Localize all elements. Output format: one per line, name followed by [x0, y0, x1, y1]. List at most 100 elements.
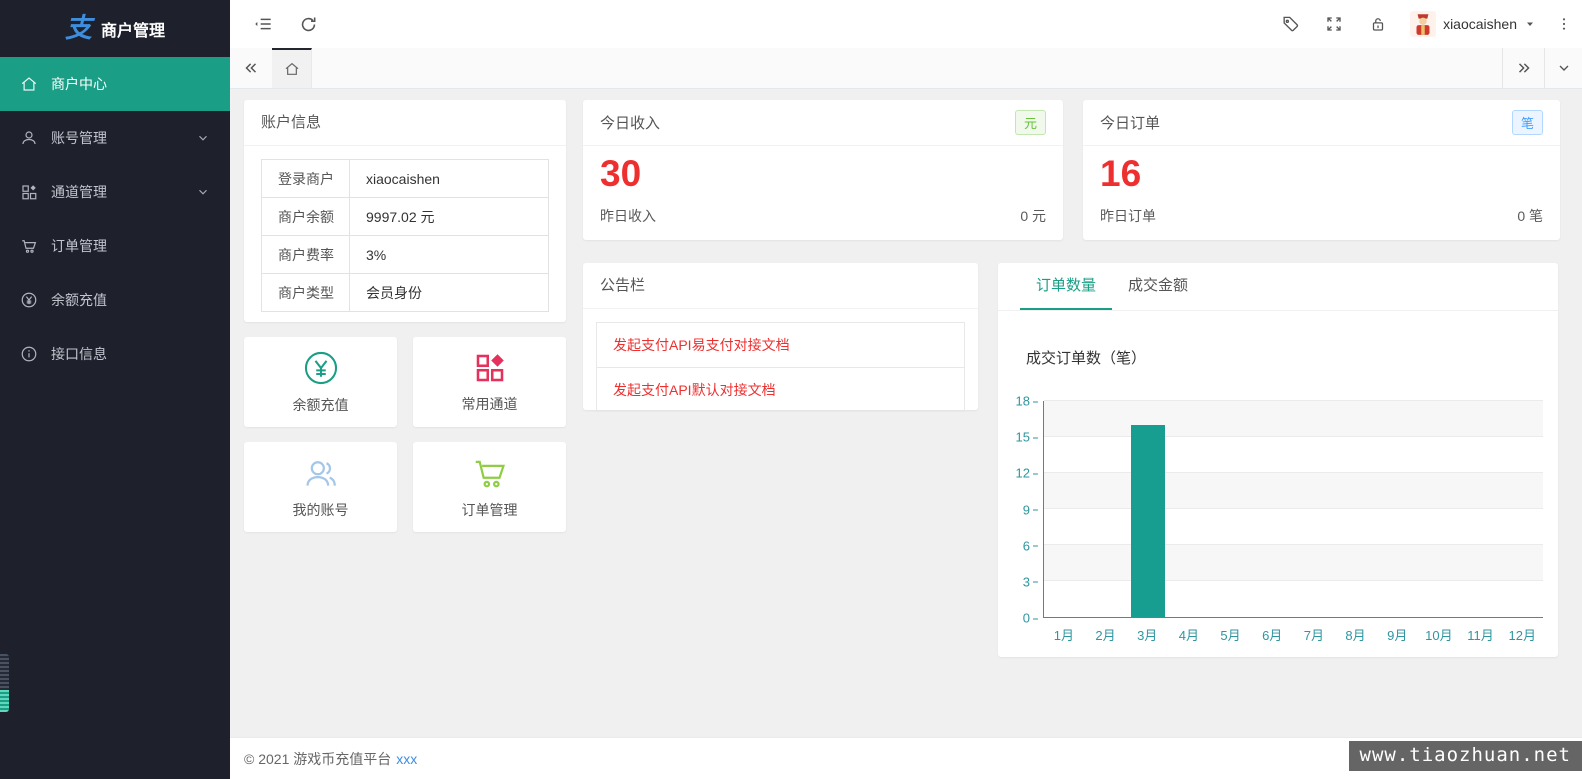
bar-3月 [1130, 425, 1165, 617]
row-value: 会员身份 [349, 273, 549, 312]
row-value: xiaocaishen [349, 159, 549, 198]
more-vertical-icon[interactable] [1546, 0, 1582, 48]
chart-band [1044, 401, 1543, 437]
sidebar-fold-icon[interactable] [242, 0, 286, 48]
avatar [1410, 11, 1437, 37]
table-row: 商户费率 3% [261, 235, 549, 274]
sidebar-item-label: 余额充值 [51, 292, 107, 308]
y-tick-label: 3 [1022, 574, 1039, 590]
x-tick-label: 9月 [1387, 628, 1408, 643]
x-tick-label: 8月 [1345, 628, 1366, 643]
yuan-circle-icon [304, 351, 337, 385]
lock-icon[interactable] [1356, 0, 1400, 48]
notice-board-card: 公告栏 发起支付API易支付对接文档 发起支付API默认对接文档 [583, 263, 978, 412]
table-row: 商户余额 9997.02 元 [261, 197, 549, 236]
stat-footer-value: 0 元 [1020, 207, 1046, 224]
copyright-text: © 2021 游戏币充值平台 [244, 750, 392, 767]
tag-icon[interactable] [1268, 0, 1312, 48]
shortcut-order-mgmt[interactable]: 订单管理 [413, 442, 566, 532]
sidebar-item-order-mgmt[interactable]: 订单管理 [0, 219, 230, 273]
app-logo[interactable]: 支 商户管理 [0, 0, 230, 57]
gridline [1044, 472, 1543, 474]
bar-slot [1169, 401, 1211, 617]
x-tick-label: 6月 [1262, 628, 1283, 643]
cart-icon [475, 460, 505, 488]
chart-card: 订单数量 成交金额 成交订单数（笔） 0 3 6 9 12 15 18 1月 2月 3月 4月 5月… [998, 263, 1558, 657]
x-tick-label: 4月 [1178, 628, 1199, 643]
tabs-scroll-right[interactable] [1502, 48, 1544, 88]
sidebar-item-channel-mgmt[interactable]: 通道管理 [0, 165, 230, 219]
gridline [1044, 400, 1543, 401]
tabs-dropdown-icon[interactable] [1544, 48, 1582, 88]
stat-footer-value: 0 笔 [1517, 207, 1543, 224]
stat-value: 16 [1100, 153, 1142, 194]
tab-bar [230, 48, 1582, 89]
row-label: 商户余额 [261, 197, 350, 236]
footer-link[interactable]: xxx [396, 750, 418, 767]
sidebar-item-balance-recharge[interactable]: 余额充值 [0, 273, 230, 327]
bar-slot [1460, 401, 1502, 617]
notice-list: 发起支付API易支付对接文档 发起支付API默认对接文档 [596, 322, 965, 412]
chart-band [1044, 473, 1543, 509]
bar-slot [1127, 401, 1169, 617]
table-row: 商户类型 会员身份 [261, 273, 549, 312]
unit-badge: 元 [1014, 110, 1046, 135]
tabs-scroll-left[interactable] [230, 48, 272, 88]
edge-scroll-widget[interactable] [0, 654, 9, 712]
top-header: xiaocaishen [230, 0, 1582, 48]
account-table: 登录商户 xiaocaishen 商户余额 9997.02 元 商户费率 3% … [261, 159, 549, 312]
home-icon [21, 77, 37, 91]
chart-plot [1043, 400, 1543, 618]
bar-slot [1044, 401, 1086, 617]
chevron-down-icon [199, 189, 207, 195]
stat-title: 今日收入 [600, 115, 661, 132]
grid-diamond-icon [476, 354, 504, 382]
chart-bars [1044, 401, 1543, 617]
y-tick-label: 9 [1022, 502, 1039, 517]
shortcut-balance-recharge[interactable]: 余额充值 [244, 337, 397, 427]
account-card-title: 账户信息 [244, 100, 566, 146]
x-tick-label: 5月 [1220, 628, 1241, 643]
y-tick-label: 0 [1022, 610, 1039, 626]
row-label: 商户费率 [261, 235, 350, 274]
y-tick-label: 12 [1015, 465, 1039, 481]
chart-band [1044, 545, 1543, 582]
row-label: 商户类型 [261, 273, 350, 312]
chart-title: 成交订单数（笔） [1026, 350, 1147, 367]
stat-footer-label: 昨日订单 [1100, 207, 1156, 224]
stat-title: 今日订单 [1100, 115, 1161, 132]
gridline [1044, 544, 1543, 546]
fullscreen-icon[interactable] [1312, 0, 1356, 48]
y-tick-label: 6 [1022, 538, 1039, 554]
sidebar-item-merchant-center[interactable]: 商户中心 [0, 57, 230, 111]
x-tick-label: 2月 [1095, 628, 1116, 643]
bar-slot [1501, 401, 1543, 617]
x-tick-label: 10月 [1425, 628, 1453, 643]
x-tick-label: 1月 [1053, 628, 1074, 643]
y-tick-label: 18 [1015, 393, 1039, 409]
shortcut-label: 常用通道 [461, 396, 518, 412]
yuan-circle-icon [21, 292, 37, 308]
refresh-icon[interactable] [286, 0, 330, 48]
x-tick-label: 7月 [1303, 628, 1324, 643]
sidebar-item-label: 订单管理 [51, 238, 107, 254]
tab-order-count[interactable]: 订单数量 [1020, 263, 1113, 310]
user-menu[interactable]: xiaocaishen [1400, 0, 1546, 48]
tab-home[interactable] [272, 48, 312, 88]
row-value: 3% [349, 235, 549, 274]
sidebar-item-api-info[interactable]: 接口信息 [0, 327, 230, 381]
y-tick-label: 15 [1015, 429, 1039, 445]
chevron-down-icon [199, 135, 207, 141]
tab-transaction-amount[interactable]: 成交金额 [1128, 277, 1189, 294]
shortcut-common-channels[interactable]: 常用通道 [413, 337, 566, 427]
bar-slot [1086, 401, 1128, 617]
shortcut-label: 我的账号 [292, 502, 349, 518]
sidebar-item-account-mgmt[interactable]: 账号管理 [0, 111, 230, 165]
notice-link-default-doc[interactable]: 发起支付API默认对接文档 [597, 367, 964, 411]
notice-link-easypay-doc[interactable]: 发起支付API易支付对接文档 [613, 337, 790, 353]
bar-slot [1377, 401, 1419, 617]
shortcut-my-account[interactable]: 我的账号 [244, 442, 397, 532]
users-icon [305, 461, 336, 486]
app-title: 商户管理 [100, 22, 165, 40]
gridline [1044, 508, 1543, 509]
